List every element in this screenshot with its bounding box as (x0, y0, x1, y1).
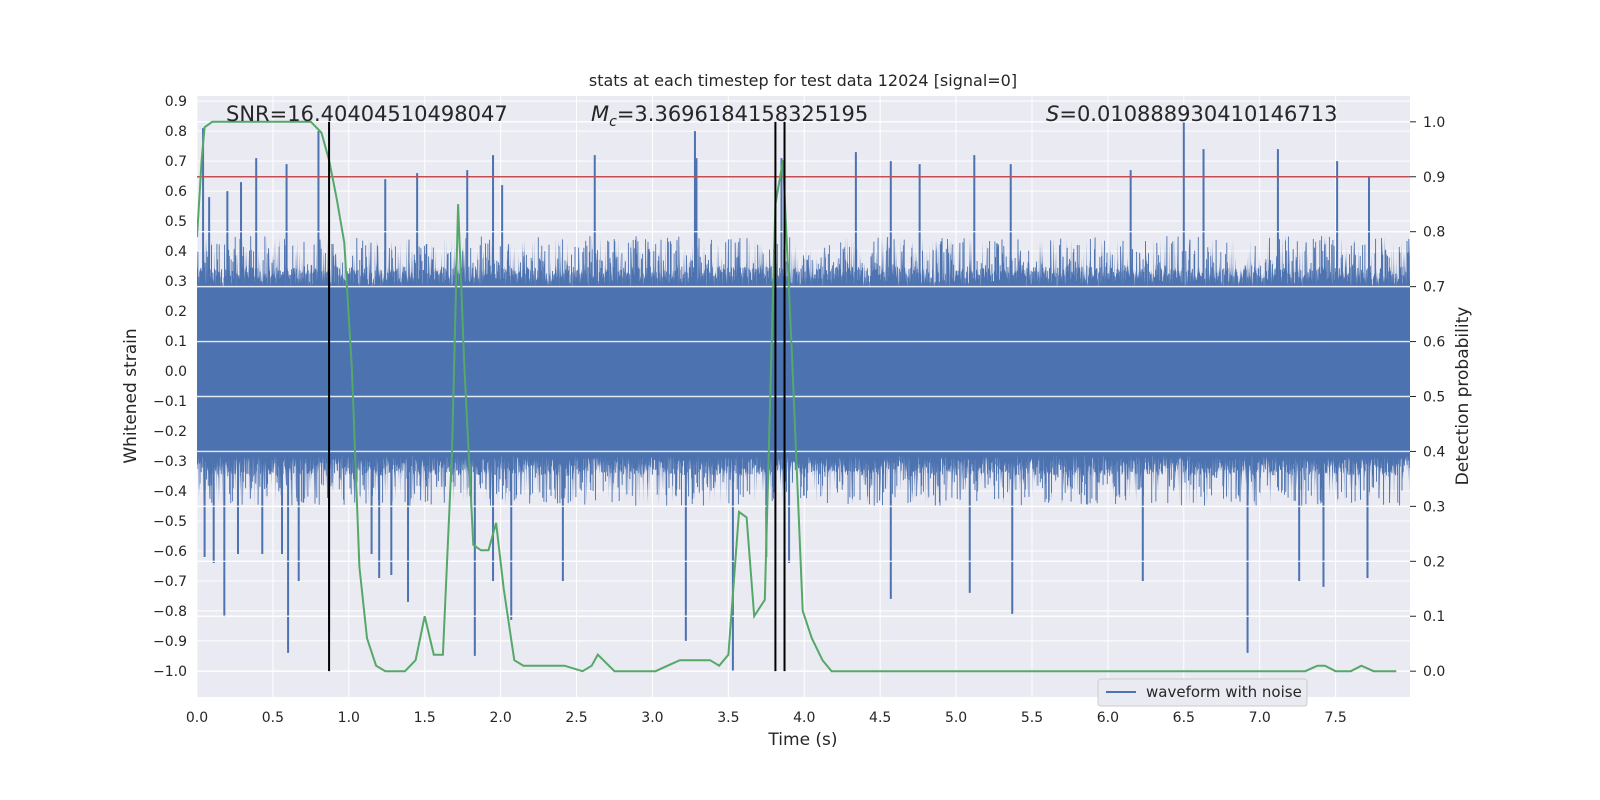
x-tick-label: 2.0 (489, 710, 511, 726)
y2-tick-label: 0.5 (1423, 390, 1445, 406)
x-tick-label: 6.0 (1097, 710, 1119, 726)
x-tick-label: 4.5 (869, 710, 891, 726)
y2-tick-label: 0.4 (1423, 444, 1445, 460)
legend-label: waveform with noise (1146, 683, 1302, 701)
y-tick-label: 0.8 (165, 124, 187, 140)
x-tick-label: 3.5 (717, 710, 739, 726)
x-tick-label: 4.0 (793, 710, 815, 726)
y-tick-label: −0.8 (153, 604, 187, 620)
x-axis-label: Time (s) (767, 730, 837, 750)
y-axis-label: Whitened strain (121, 328, 141, 463)
y-tick-label: 0.3 (165, 274, 187, 290)
y2-tick-label: 0.8 (1423, 225, 1445, 241)
x-tick-label: 3.0 (641, 710, 663, 726)
s-value: =0.010888930410146713 (1059, 102, 1337, 126)
y2-tick-label: 0.7 (1423, 280, 1445, 296)
x-tick-label: 0.0 (186, 710, 208, 726)
y-tick-label: 0.6 (165, 184, 187, 200)
y-tick-label: 0.9 (165, 94, 187, 110)
y2-tick-label: 0.6 (1423, 335, 1445, 351)
y-tick-label: 0.4 (165, 244, 187, 260)
y-tick-label: −0.2 (153, 424, 187, 440)
x-tick-label: 1.5 (414, 710, 436, 726)
chirp-mass-symbol: M (591, 102, 609, 126)
y-tick-label: 0.5 (165, 214, 187, 230)
y-tick-label: 0.1 (165, 334, 187, 350)
y2-tick-label: 0.9 (1423, 170, 1445, 186)
y-tick-label: −1.0 (153, 664, 187, 680)
y-tick-label: 0.2 (165, 304, 187, 320)
x-tick-label: 7.0 (1249, 710, 1271, 726)
y-tick-label: −0.4 (153, 484, 187, 500)
x-tick-label: 6.5 (1173, 710, 1195, 726)
y-tick-label: −0.3 (153, 454, 187, 470)
x-tick-label: 2.5 (565, 710, 587, 726)
y-tick-label: −0.7 (153, 574, 187, 590)
y-tick-label: 0.7 (165, 154, 187, 170)
x-tick-label: 0.5 (262, 710, 284, 726)
waveform-peaks (202, 122, 1371, 671)
snr-annotation: SNR=16.40404510498047 (226, 102, 508, 126)
event-markers (328, 121, 786, 672)
y-tick-label: −0.5 (153, 514, 187, 530)
x-tick-label: 5.0 (945, 710, 967, 726)
x-axis-ticks: 0.0 0.5 1.0 1.5 2.0 2.5 3.0 3.5 4.0 4.5 5.0 5.5 6.0 6… (186, 710, 1347, 726)
chart-title: stats at each timestep for test data 120… (589, 71, 1017, 90)
chirp-mass-annotation: Mc=3.3696184158325195 (591, 102, 868, 130)
y2-axis-label: Detection probability (1453, 307, 1473, 486)
chirp-mass-subscript: c (609, 114, 617, 130)
y-tick-label: −0.6 (153, 544, 187, 560)
y2-tick-label: 0.0 (1423, 664, 1445, 680)
waveform-line (197, 236, 1410, 506)
y2-tick-label: 0.2 (1423, 554, 1445, 570)
y2-axis-ticks: 1.0 0.9 0.8 0.7 0.6 0.5 0.4 0.3 0.2 0.1 0.0 (1410, 115, 1445, 680)
y-axis-ticks: 0.9 0.8 0.7 0.6 0.5 0.4 0.3 0.2 0.1 0.0 −0.1 −0.2 −0… (153, 94, 187, 680)
x-tick-label: 5.5 (1021, 710, 1043, 726)
y-tick-label: −0.1 (153, 394, 187, 410)
y-tick-label: 0.0 (165, 364, 187, 380)
s-annotation: S=0.010888930410146713 (1046, 102, 1337, 126)
y2-tick-label: 0.1 (1423, 609, 1445, 625)
legend: waveform with noise (1097, 678, 1308, 707)
y2-tick-label: 1.0 (1423, 115, 1445, 131)
s-symbol: S (1046, 102, 1059, 126)
y2-tick-label: 0.3 (1423, 499, 1445, 515)
legend-box (1097, 678, 1308, 707)
chirp-mass-value: =3.3696184158325195 (617, 102, 868, 126)
y-tick-label: −0.9 (153, 634, 187, 650)
detection-probability-line (197, 120, 1397, 673)
x-tick-label: 1.0 (338, 710, 360, 726)
x-tick-label: 7.5 (1324, 710, 1346, 726)
